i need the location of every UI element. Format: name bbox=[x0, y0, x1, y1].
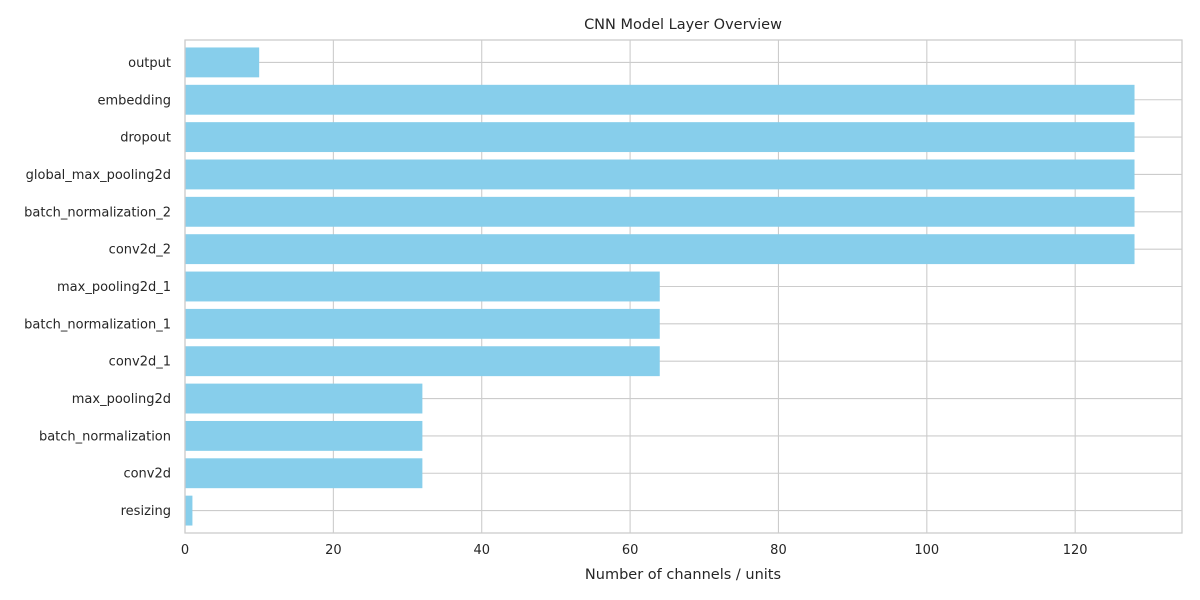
y-tick-label: embedding bbox=[97, 93, 171, 108]
x-tick-label: 100 bbox=[914, 543, 939, 558]
x-tick-label: 120 bbox=[1063, 543, 1088, 558]
y-tick-labels: resizing conv2d batch_normalization max_poo… bbox=[24, 56, 171, 519]
x-tick-label: 20 bbox=[325, 543, 342, 558]
x-tick-labels: 0 20 40 60 80 100 120 bbox=[181, 543, 1088, 558]
bar-batch-normalization bbox=[185, 420, 423, 451]
y-tick-label: output bbox=[128, 56, 171, 71]
axes-frame bbox=[184, 39, 1183, 534]
y-tick-label: conv2d bbox=[123, 467, 171, 482]
y-tick-label: conv2d_2 bbox=[109, 243, 171, 258]
bar-resizing bbox=[185, 495, 193, 526]
bar-global-max-pooling2d bbox=[185, 159, 1135, 190]
bar-conv2d bbox=[185, 458, 423, 489]
y-tick-label: max_pooling2d_1 bbox=[57, 280, 171, 295]
plot-frame bbox=[184, 39, 1183, 534]
y-tick-label: max_pooling2d bbox=[72, 392, 171, 407]
bar-conv2d-1 bbox=[185, 346, 660, 377]
y-tick-label: batch_normalization bbox=[39, 429, 171, 444]
x-axis-title: Number of channels / units bbox=[585, 567, 781, 583]
y-tick-label: batch_normalization_1 bbox=[24, 317, 171, 332]
bar-conv2d-2 bbox=[185, 234, 1135, 265]
bar-embedding bbox=[185, 84, 1135, 115]
x-tick-label: 60 bbox=[622, 543, 639, 558]
bar-max-pooling2d-1 bbox=[185, 271, 660, 302]
bar-batch-normalization-1 bbox=[185, 308, 660, 339]
bar-output bbox=[185, 47, 260, 78]
x-tick-label: 80 bbox=[770, 543, 787, 558]
bar-max-pooling2d bbox=[185, 383, 423, 414]
y-tick-label: dropout bbox=[120, 131, 171, 146]
chart-title: CNN Model Layer Overview bbox=[584, 17, 782, 33]
x-tick-label: 40 bbox=[473, 543, 490, 558]
bar-batch-normalization-2 bbox=[185, 196, 1135, 227]
bar-dropout bbox=[185, 122, 1135, 153]
y-tick-label: resizing bbox=[121, 504, 171, 519]
y-tick-label: conv2d_1 bbox=[109, 355, 171, 370]
y-tick-label: batch_normalization_2 bbox=[24, 205, 171, 220]
x-tick-label: 0 bbox=[181, 543, 189, 558]
y-tick-label: global_max_pooling2d bbox=[26, 168, 171, 183]
bar-layer bbox=[185, 47, 1135, 526]
